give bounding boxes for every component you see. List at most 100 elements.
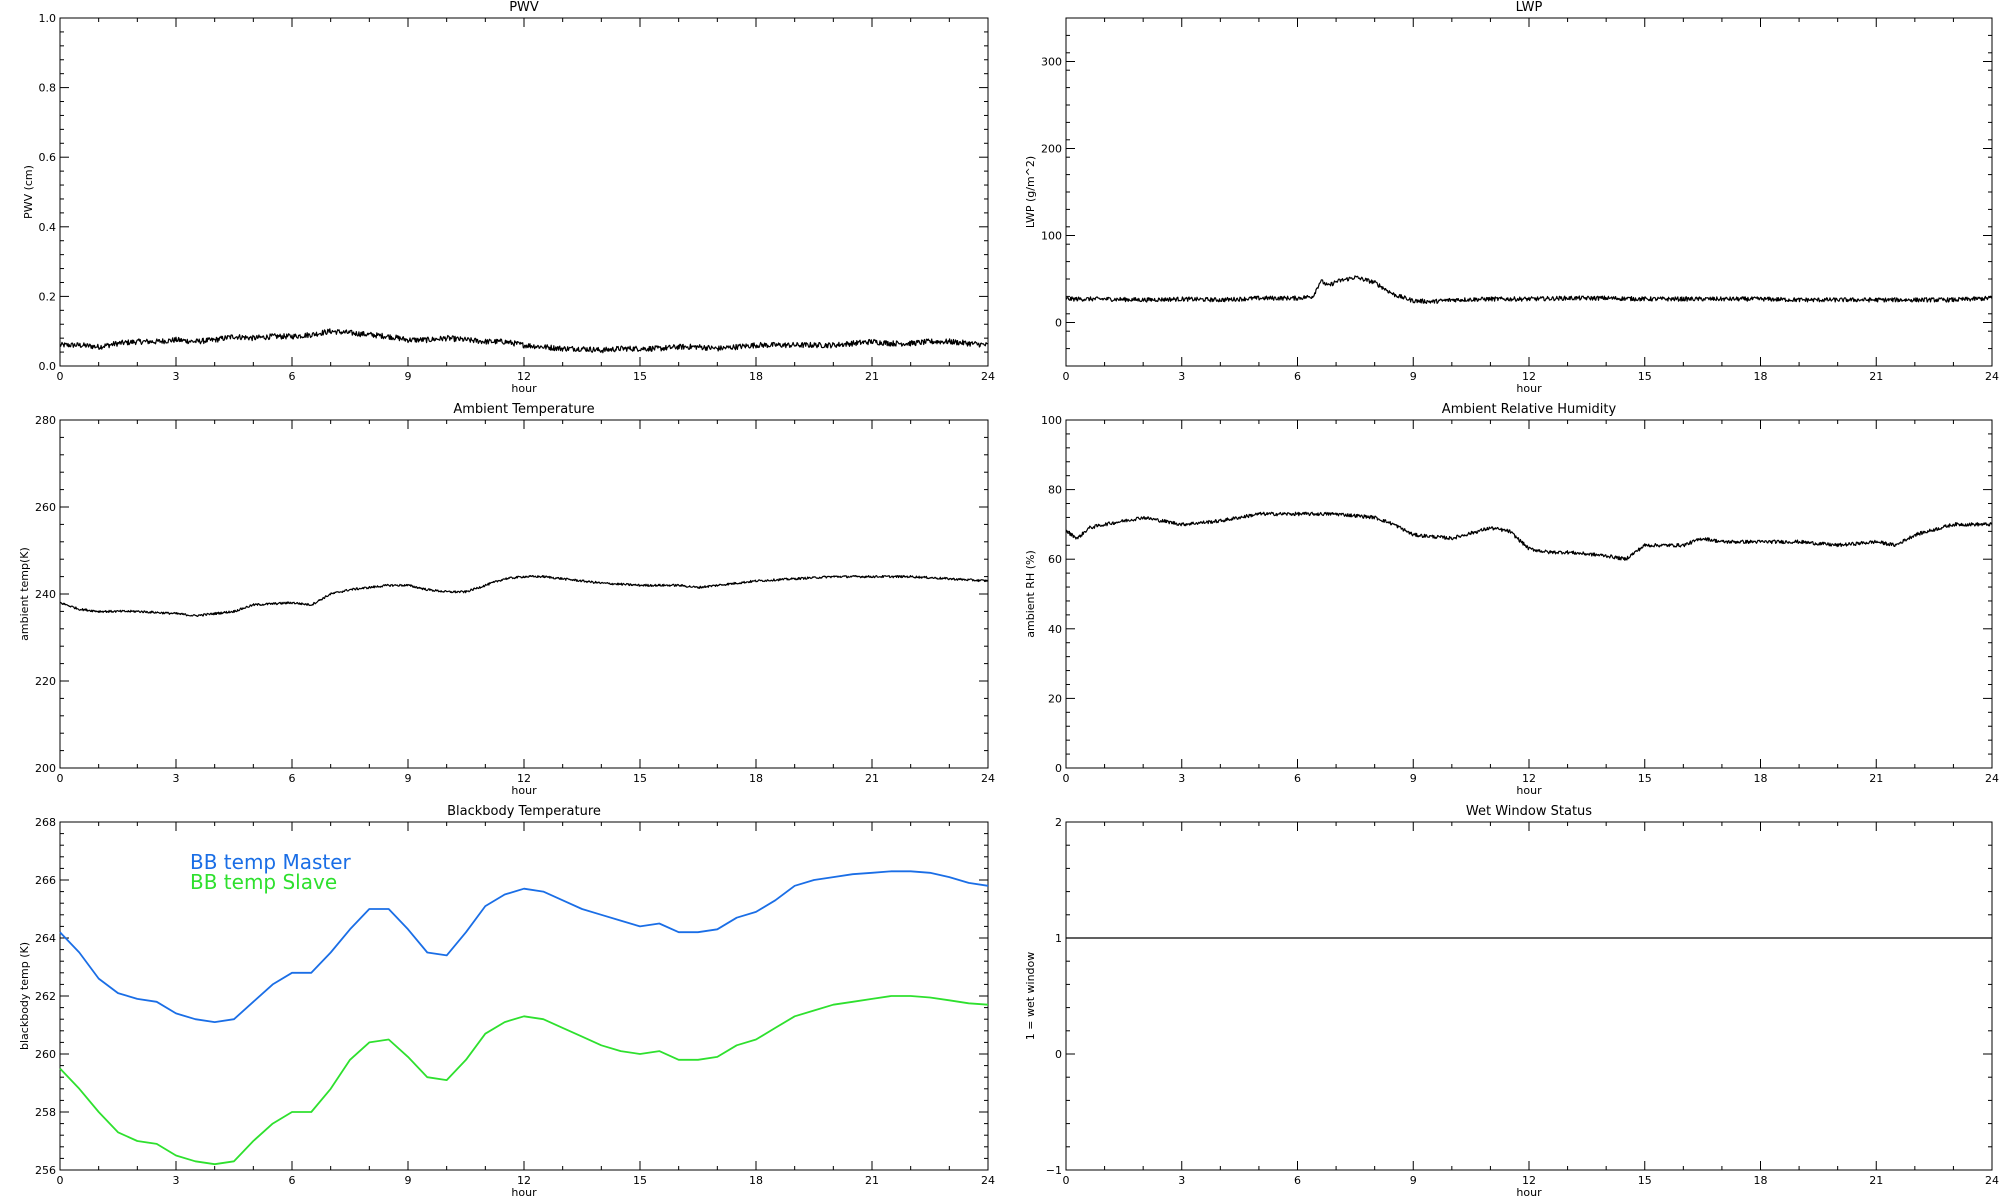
x-axis-label: hour [511, 784, 537, 797]
y-tick-label: 264 [35, 932, 56, 945]
x-tick-label: 3 [1178, 370, 1185, 383]
x-tick-label: 3 [173, 772, 180, 785]
y-tick-label: 200 [1041, 143, 1062, 156]
x-tick-label: 0 [57, 1174, 64, 1187]
y-tick-label: 100 [1041, 230, 1062, 243]
x-tick-label: 9 [405, 772, 412, 785]
x-tick-label: 18 [749, 370, 763, 383]
panel-title: Ambient Relative Humidity [1442, 402, 1617, 417]
y-tick-label: 200 [35, 762, 56, 775]
y-tick-label: 0 [1055, 1048, 1062, 1061]
y-tick-label: 1 [1055, 932, 1062, 945]
x-tick-label: 15 [633, 1174, 647, 1187]
x-tick-label: 15 [633, 370, 647, 383]
y-tick-label: 268 [35, 816, 56, 829]
x-tick-label: 3 [173, 370, 180, 383]
series-line-0 [59, 328, 988, 354]
y-axis-label: LWP (g/m^2) [1024, 156, 1037, 228]
y-tick-label: 100 [1041, 414, 1062, 427]
panel-ambient-relative-humidity: Ambient Relative Humidity hour ambient R… [1024, 402, 1999, 797]
y-tick-label: 0.8 [39, 82, 57, 95]
y-axis-label: blackbody temp (K) [18, 942, 31, 1050]
series-line-0 [1065, 275, 1993, 304]
x-tick-label: 15 [1638, 370, 1652, 383]
y-tick-label: 0 [1055, 317, 1062, 330]
series-line-1 [59, 995, 989, 1166]
x-tick-label: 15 [1638, 1174, 1652, 1187]
y-tick-label: 0.0 [39, 360, 57, 373]
plot-frame [1065, 419, 1993, 769]
x-tick-label: 9 [1410, 1174, 1417, 1187]
legend-slave: BB temp Slave [190, 870, 337, 894]
x-axis-label: hour [511, 382, 537, 395]
y-tick-label: 220 [35, 675, 56, 688]
x-tick-label: 6 [1294, 370, 1301, 383]
y-axis-label: ambient RH (%) [1024, 550, 1037, 638]
x-tick-label: 6 [289, 1174, 296, 1187]
x-tick-label: 3 [1178, 1174, 1185, 1187]
x-tick-label: 0 [1063, 370, 1070, 383]
y-axis-label: 1 = wet window [1024, 952, 1037, 1041]
panel-pwv: PWV hour PWV (cm) 0 3 6 9 12 15 18 21 24 0.0 0.2 0.… [22, 0, 995, 395]
x-tick-label: 24 [1985, 1174, 1999, 1187]
x-tick-label: 9 [405, 1174, 412, 1187]
x-tick-label: 0 [1063, 772, 1070, 785]
x-tick-label: 21 [1869, 772, 1883, 785]
y-tick-label: 300 [1041, 56, 1062, 69]
x-tick-label: 21 [865, 370, 879, 383]
y-tick-label: 0.4 [39, 221, 57, 234]
x-tick-label: 12 [517, 370, 531, 383]
legend-master: BB temp Master [190, 850, 352, 874]
y-tick-label: 280 [35, 414, 56, 427]
panel-title: Wet Window Status [1466, 804, 1592, 819]
panel-title: Blackbody Temperature [447, 804, 601, 819]
x-tick-label: 12 [1522, 772, 1536, 785]
x-axis-label: hour [1516, 382, 1542, 395]
y-tick-label: 2 [1055, 816, 1062, 829]
x-tick-label: 24 [1985, 772, 1999, 785]
x-axis-label: hour [1516, 784, 1542, 797]
y-tick-label: 60 [1048, 553, 1062, 566]
x-tick-label: 15 [633, 772, 647, 785]
x-tick-label: 18 [1754, 370, 1768, 383]
panel-wet-window-status: Wet Window Status hour 1 = wet window 0 3… [1024, 804, 1999, 1199]
x-tick-label: 12 [517, 772, 531, 785]
y-tick-label: 80 [1048, 484, 1062, 497]
x-axis-label: hour [511, 1186, 537, 1199]
y-tick-label: 20 [1048, 692, 1062, 705]
x-tick-label: 24 [981, 1174, 995, 1187]
y-tick-label: −1 [1046, 1164, 1062, 1177]
x-tick-label: 0 [57, 370, 64, 383]
x-tick-label: 3 [173, 1174, 180, 1187]
x-tick-label: 18 [749, 772, 763, 785]
x-tick-label: 24 [981, 772, 995, 785]
x-tick-label: 18 [749, 1174, 763, 1187]
y-tick-label: 0 [1055, 762, 1062, 775]
y-tick-label: 260 [35, 501, 56, 514]
y-axis-label: ambient temp(K) [18, 547, 31, 641]
x-tick-label: 9 [405, 370, 412, 383]
x-tick-label: 0 [57, 772, 64, 785]
plot-frame [1065, 17, 1993, 367]
y-tick-label: 258 [35, 1106, 56, 1119]
y-tick-label: 0.2 [39, 290, 57, 303]
x-tick-label: 0 [1063, 1174, 1070, 1187]
panel-ambient-temperature: Ambient Temperature hour ambient temp(K)… [18, 402, 995, 797]
panel-blackbody-temperature: Blackbody Temperature hour blackbody tem… [18, 804, 995, 1199]
y-tick-label: 40 [1048, 623, 1062, 636]
x-tick-label: 15 [1638, 772, 1652, 785]
panel-lwp: LWP hour LWP (g/m^2) 0 3 6 9 12 15 18 21 24 0 100 2… [1024, 0, 1999, 395]
plot-frame [59, 17, 989, 367]
y-tick-label: 1.0 [39, 12, 57, 25]
x-tick-label: 21 [865, 772, 879, 785]
y-tick-label: 262 [35, 990, 56, 1003]
y-tick-label: 256 [35, 1164, 56, 1177]
x-tick-label: 9 [1410, 772, 1417, 785]
x-tick-label: 6 [289, 370, 296, 383]
y-tick-label: 266 [35, 874, 56, 887]
x-tick-label: 21 [1869, 370, 1883, 383]
x-tick-label: 6 [289, 772, 296, 785]
x-tick-label: 3 [1178, 772, 1185, 785]
y-tick-label: 240 [35, 588, 56, 601]
